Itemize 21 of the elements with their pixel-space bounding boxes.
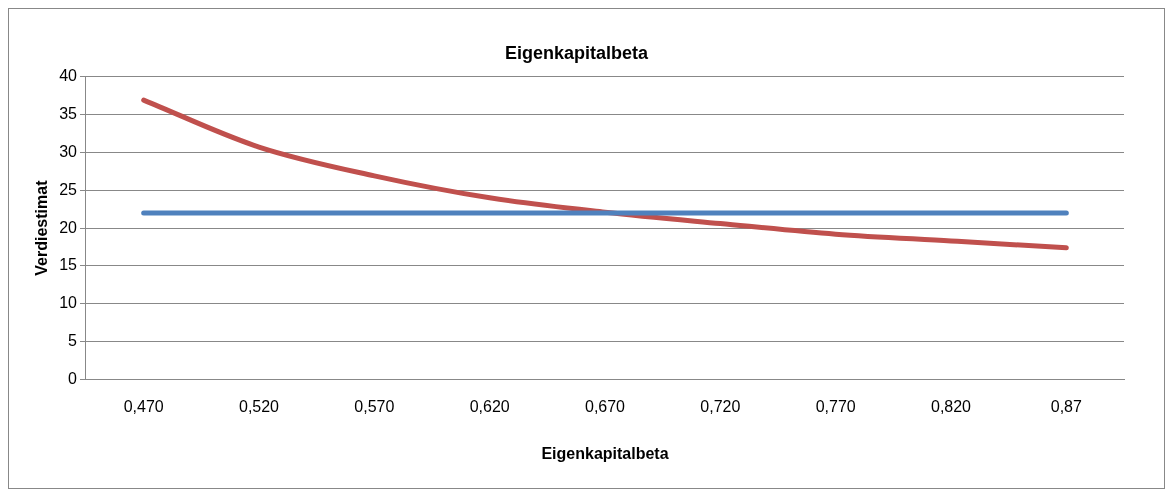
x-tick-label: 0,770 — [815, 397, 856, 415]
y-tick-label: 25 — [59, 180, 78, 198]
x-tick-label: 0,820 — [930, 397, 972, 415]
y-tick-label: 10 — [59, 294, 78, 312]
x-axis-title: Eigenkapitalbeta — [541, 444, 669, 462]
y-tick-label: 30 — [59, 142, 78, 160]
x-tick-label: 0,720 — [700, 397, 741, 415]
x-tick-label: 0,620 — [469, 397, 510, 415]
chart-title: Eigenkapitalbeta — [504, 42, 650, 63]
y-axis-title: Verdiestimat — [33, 179, 51, 276]
y-tick-label: 20 — [59, 218, 78, 236]
y-tick-label: 15 — [59, 256, 78, 274]
x-tick-label: 0,520 — [238, 397, 280, 415]
x-tick-label: 0,670 — [584, 397, 626, 415]
y-tick-label: 0 — [68, 370, 78, 388]
x-tick-label: 0,570 — [354, 397, 395, 415]
y-tick-label: 5 — [68, 332, 78, 350]
x-tick-label: 0,470 — [123, 397, 164, 415]
y-tick-label: 35 — [59, 104, 78, 122]
y-tick-label: 40 — [59, 67, 78, 85]
x-tick-label: 0,87 — [1050, 397, 1083, 415]
